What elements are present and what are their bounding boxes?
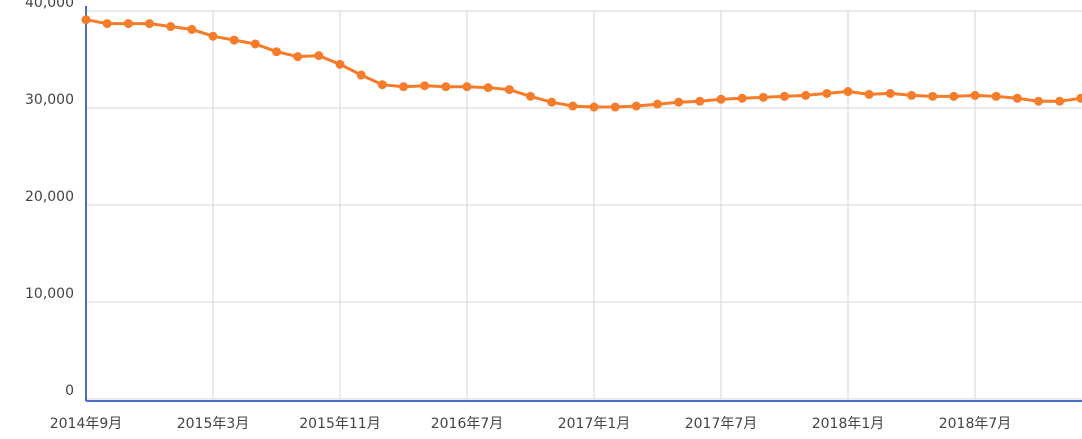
x-tick-label: 2015年11月 xyxy=(299,416,380,432)
point xyxy=(610,102,620,112)
point xyxy=(272,47,281,57)
y-tick-label: 20,000 xyxy=(25,189,74,205)
point xyxy=(208,31,218,41)
x-tick-label: 2018年1月 xyxy=(812,416,885,432)
point xyxy=(864,89,874,99)
point xyxy=(568,101,578,111)
point xyxy=(399,82,408,92)
point xyxy=(970,90,980,100)
point xyxy=(801,90,811,100)
point xyxy=(737,93,747,103)
point xyxy=(1055,96,1065,106)
x-tick-label: 2016年7月 xyxy=(431,416,504,432)
point xyxy=(504,85,514,95)
point xyxy=(335,59,345,69)
point xyxy=(695,96,705,106)
point xyxy=(589,102,599,112)
y-tick-label: 30,000 xyxy=(25,92,74,108)
point xyxy=(822,88,832,98)
point xyxy=(441,82,451,92)
point xyxy=(716,94,726,104)
point xyxy=(483,83,493,93)
point xyxy=(885,88,895,98)
point xyxy=(991,91,1001,101)
point xyxy=(780,91,789,101)
point xyxy=(653,99,662,109)
point xyxy=(674,97,684,107)
point xyxy=(1076,93,1082,103)
point xyxy=(250,39,260,49)
point xyxy=(631,101,641,111)
x-tick-label: 2015年3月 xyxy=(177,416,250,432)
point xyxy=(526,91,535,101)
point xyxy=(187,24,197,34)
point xyxy=(81,15,91,25)
point xyxy=(547,97,557,107)
point xyxy=(949,91,959,101)
point xyxy=(462,82,472,92)
point xyxy=(102,19,112,29)
x-tick-label: 2014年9月 xyxy=(50,416,123,432)
x-tick-label: 2018年7月 xyxy=(939,416,1012,432)
point xyxy=(314,51,324,61)
point xyxy=(843,87,853,97)
point xyxy=(907,90,916,100)
x-tick-label: 2017年7月 xyxy=(685,416,758,432)
point xyxy=(145,19,154,29)
y-tick-label: 0 xyxy=(65,383,74,399)
point xyxy=(293,52,303,62)
point xyxy=(928,91,938,101)
y-tick-label: 40,000 xyxy=(25,0,74,11)
x-tick-label: 2017年1月 xyxy=(558,416,631,432)
point xyxy=(420,81,430,91)
point xyxy=(1012,93,1022,103)
point xyxy=(377,80,387,90)
point xyxy=(166,22,176,32)
point xyxy=(1034,96,1043,106)
y-tick-label: 10,000 xyxy=(25,286,74,302)
point xyxy=(123,19,133,29)
point xyxy=(356,70,366,80)
point xyxy=(758,92,768,102)
point xyxy=(229,35,239,45)
